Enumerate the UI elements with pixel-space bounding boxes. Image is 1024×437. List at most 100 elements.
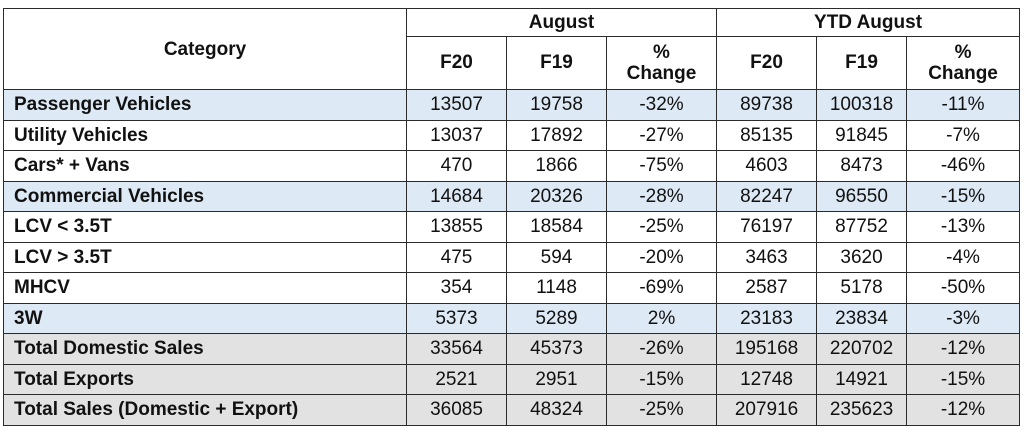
ytd-f20-cell: 4603 bbox=[716, 150, 818, 182]
august-pct-cell: -69% bbox=[605, 272, 718, 304]
ytd-pct-cell: -15% bbox=[906, 180, 1021, 212]
ytd-august-group-header: YTD August bbox=[716, 8, 1021, 37]
change-word: Change bbox=[626, 63, 697, 84]
table-row: Cars* + Vans 470 1866 -75% 4603 8473 -46… bbox=[3, 150, 1021, 182]
pct-symbol: % bbox=[954, 41, 972, 63]
table-row: Total Sales (Domestic + Export) 36085 48… bbox=[3, 394, 1021, 426]
ytd-pct-cell: -4% bbox=[906, 241, 1021, 273]
ytd-f20-cell: 89738 bbox=[716, 89, 818, 121]
august-f19-cell: 1866 bbox=[506, 150, 607, 182]
ytd-f20-cell: 195168 bbox=[716, 333, 818, 365]
row-label: MHCV bbox=[3, 272, 407, 304]
pct-symbol: % bbox=[653, 41, 670, 63]
table-row: Passenger Vehicles 13507 19758 -32% 8973… bbox=[3, 89, 1021, 121]
table-row: LCV > 3.5T 475 594 -20% 3463 3620 -4% bbox=[3, 241, 1021, 273]
row-label: Passenger Vehicles bbox=[3, 89, 407, 121]
august-pct-cell: -28% bbox=[605, 180, 718, 212]
august-f19-cell: 1148 bbox=[506, 272, 607, 304]
ytd-f19-cell: 100318 bbox=[816, 89, 908, 121]
vehicle-sales-table: Category August YTD August F20 F19 % Cha… bbox=[3, 8, 1021, 426]
header-group-row: Category August YTD August bbox=[3, 8, 1021, 90]
sales-table-container: Category August YTD August F20 F19 % Cha… bbox=[3, 8, 1021, 426]
table-body: Passenger Vehicles 13507 19758 -32% 8973… bbox=[3, 89, 1021, 426]
ytd-pct-cell: -12% bbox=[906, 333, 1021, 365]
table-row: Total Domestic Sales 33564 45373 -26% 19… bbox=[3, 333, 1021, 365]
ytd-f20-cell: 82247 bbox=[716, 180, 818, 212]
row-label: Commercial Vehicles bbox=[3, 180, 407, 212]
ytd-f19-cell: 5178 bbox=[816, 272, 908, 304]
row-label: LCV < 3.5T bbox=[3, 211, 407, 243]
table-row: MHCV 354 1148 -69% 2587 5178 -50% bbox=[3, 272, 1021, 304]
ytd-f19-cell: 91845 bbox=[816, 119, 908, 151]
ytd-f19-header: F19 bbox=[816, 36, 908, 90]
ytd-pct-change-header: % Change bbox=[906, 36, 1021, 90]
ytd-pct-cell: -46% bbox=[906, 150, 1021, 182]
august-pct-cell: -27% bbox=[605, 119, 718, 151]
august-f19-cell: 594 bbox=[506, 241, 607, 273]
august-pct-cell: -26% bbox=[605, 333, 718, 365]
row-label: 3W bbox=[3, 302, 407, 334]
august-f20-cell: 2521 bbox=[406, 363, 507, 395]
ytd-f19-cell: 235623 bbox=[816, 394, 908, 426]
ytd-pct-cell: -12% bbox=[906, 394, 1021, 426]
august-f19-cell: 48324 bbox=[506, 394, 607, 426]
ytd-f19-cell: 23834 bbox=[816, 302, 908, 334]
ytd-f19-cell: 3620 bbox=[816, 241, 908, 273]
august-f19-cell: 17892 bbox=[506, 119, 607, 151]
august-pct-cell: -75% bbox=[605, 150, 718, 182]
august-f20-cell: 475 bbox=[406, 241, 507, 273]
ytd-f20-cell: 2587 bbox=[716, 272, 818, 304]
ytd-f19-cell: 87752 bbox=[816, 211, 908, 243]
august-pct-cell: -25% bbox=[605, 211, 718, 243]
august-pct-cell: -32% bbox=[605, 89, 718, 121]
row-label: Total Sales (Domestic + Export) bbox=[3, 394, 407, 426]
ytd-f20-header: F20 bbox=[716, 36, 818, 90]
table-row: LCV < 3.5T 13855 18584 -25% 76197 87752 … bbox=[3, 211, 1021, 243]
august-f19-cell: 20326 bbox=[506, 180, 607, 212]
august-f19-cell: 18584 bbox=[506, 211, 607, 243]
august-f20-cell: 13507 bbox=[406, 89, 507, 121]
table-row: Commercial Vehicles 14684 20326 -28% 822… bbox=[3, 180, 1021, 212]
ytd-pct-cell: -50% bbox=[906, 272, 1021, 304]
august-pct-change-header: % Change bbox=[605, 36, 718, 90]
ytd-pct-cell: -7% bbox=[906, 119, 1021, 151]
table-row: Utility Vehicles 13037 17892 -27% 85135 … bbox=[3, 119, 1021, 151]
ytd-f20-cell: 3463 bbox=[716, 241, 818, 273]
ytd-pct-cell: -3% bbox=[906, 302, 1021, 334]
row-label: Total Domestic Sales bbox=[3, 333, 407, 365]
august-f20-cell: 36085 bbox=[406, 394, 507, 426]
august-pct-cell: -15% bbox=[605, 363, 718, 395]
ytd-f19-cell: 14921 bbox=[816, 363, 908, 395]
august-f20-cell: 5373 bbox=[406, 302, 507, 334]
august-f19-cell: 19758 bbox=[506, 89, 607, 121]
august-f20-cell: 470 bbox=[406, 150, 507, 182]
row-label: Cars* + Vans bbox=[3, 150, 407, 182]
ytd-pct-cell: -15% bbox=[906, 363, 1021, 395]
august-f20-cell: 354 bbox=[406, 272, 507, 304]
row-label: Utility Vehicles bbox=[3, 119, 407, 151]
august-f20-cell: 14684 bbox=[406, 180, 507, 212]
ytd-f20-cell: 76197 bbox=[716, 211, 818, 243]
table-row: Total Exports 2521 2951 -15% 12748 14921… bbox=[3, 363, 1021, 395]
august-f19-header: F19 bbox=[506, 36, 607, 90]
august-f20-header: F20 bbox=[406, 36, 507, 90]
table-header: Category August YTD August F20 F19 % Cha… bbox=[3, 8, 1021, 90]
ytd-pct-cell: -11% bbox=[906, 89, 1021, 121]
ytd-pct-cell: -13% bbox=[906, 211, 1021, 243]
august-f19-cell: 45373 bbox=[506, 333, 607, 365]
ytd-f20-cell: 23183 bbox=[716, 302, 818, 334]
ytd-f19-cell: 8473 bbox=[816, 150, 908, 182]
table-row: 3W 5373 5289 2% 23183 23834 -3% bbox=[3, 302, 1021, 334]
august-f19-cell: 2951 bbox=[506, 363, 607, 395]
ytd-f19-cell: 220702 bbox=[816, 333, 908, 365]
ytd-f19-cell: 96550 bbox=[816, 180, 908, 212]
august-f20-cell: 13855 bbox=[406, 211, 507, 243]
row-label: LCV > 3.5T bbox=[3, 241, 407, 273]
header-sub-row: F20 F19 % Change F20 F19 % Change bbox=[4, 36, 1021, 90]
row-label: Total Exports bbox=[3, 363, 407, 395]
august-pct-cell: -25% bbox=[605, 394, 718, 426]
ytd-f20-cell: 12748 bbox=[716, 363, 818, 395]
category-header: Category bbox=[3, 8, 407, 90]
august-group-header: August bbox=[405, 8, 718, 37]
august-f20-cell: 13037 bbox=[406, 119, 507, 151]
